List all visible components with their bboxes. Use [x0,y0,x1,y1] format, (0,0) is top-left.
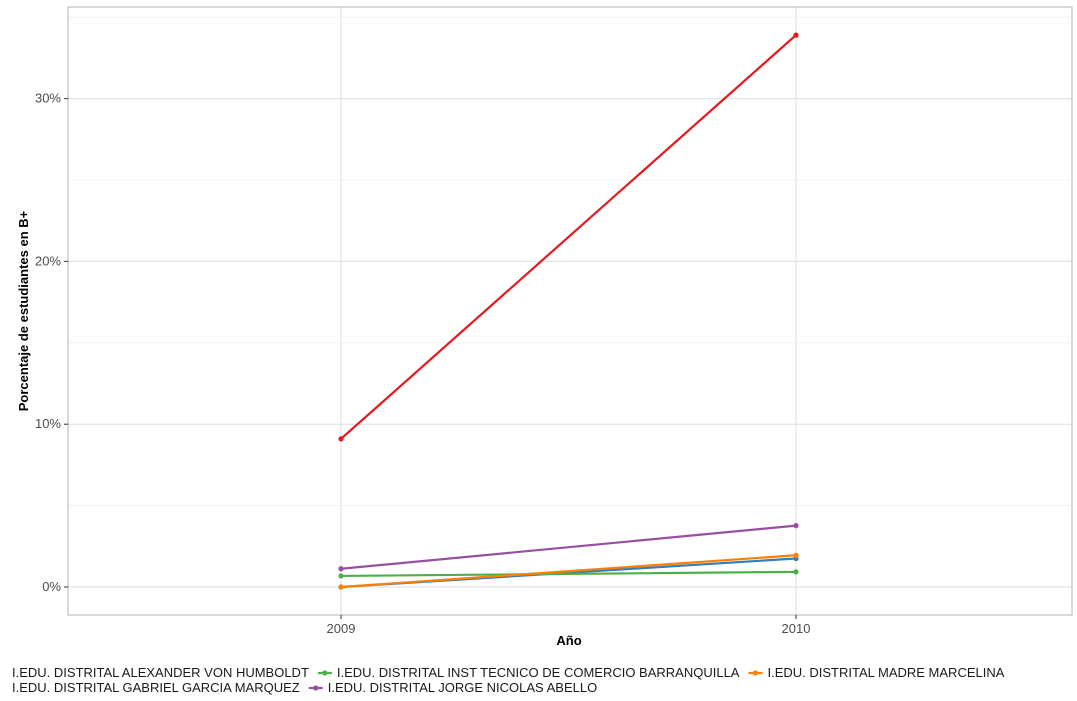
legend-key-point [752,670,759,676]
data-point [793,552,799,558]
data-point [338,584,344,590]
legend-key-point [313,685,319,691]
y-axis-title: Porcentaje de estudiantes en B+ [16,210,31,411]
data-point [338,573,344,579]
y-tick-label: 10% [35,416,61,431]
y-tick-label: 0% [42,579,61,594]
legend-key-point [322,670,328,676]
legend-item: I.EDU. DISTRITAL JORGE NICOLAS ABELLO [308,680,597,695]
data-point [793,32,799,38]
series-line [340,34,797,440]
legend-item: I.EDU. DISTRITAL ALEXANDER VON HUMBOLDT [12,665,309,680]
series-1 [338,32,799,442]
x-axis-title: Año [556,633,581,648]
legend-label: I.EDU. DISTRITAL ALEXANDER VON HUMBOLDT [12,665,309,680]
data-point [338,436,344,442]
legend-item: I.EDU. DISTRITAL MADRE MARCELINA [748,665,1005,680]
legend-label: I.EDU. DISTRITAL INST TECNICO DE COMERCI… [337,665,740,680]
x-tick-label: 2009 [327,621,356,636]
legend-label: I.EDU. DISTRITAL GABRIEL GARCIA MARQUEZ [12,680,300,695]
series-5 [338,523,799,572]
series-line [340,554,797,589]
legend: I.EDU. DISTRITAL ALEXANDER VON HUMBOLDT I… [12,665,1005,695]
legend-item: I.EDU. DISTRITAL INST TECNICO DE COMERCI… [317,665,740,680]
y-axis: 0% 10% 20% 30% [35,91,68,594]
data-point [338,566,344,572]
y-tick-label: 30% [35,91,61,106]
y-tick-label: 20% [35,253,61,268]
x-axis: 2009 2010 [327,615,811,636]
legend-item: I.EDU. DISTRITAL GABRIEL GARCIA MARQUEZ [12,680,300,695]
data-point [793,523,799,529]
data-point [793,569,799,575]
series-line [340,524,797,570]
legend-label: I.EDU. DISTRITAL JORGE NICOLAS ABELLO [328,680,597,695]
plot-border [67,6,1073,616]
series-line [340,570,797,578]
grid [68,7,1072,615]
legend-label: I.EDU. DISTRITAL MADRE MARCELINA [767,665,1004,680]
series-layer [338,32,799,590]
x-tick-label: 2010 [782,621,811,636]
series-3 [338,552,799,590]
series-2 [338,569,799,579]
